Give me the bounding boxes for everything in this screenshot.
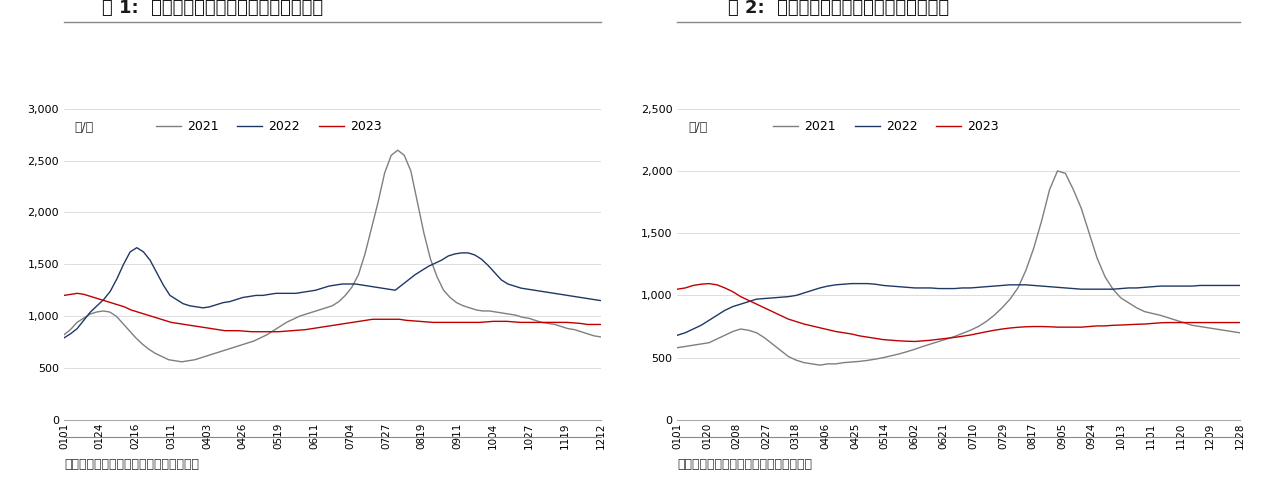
Legend: 2021, 2022, 2023: 2021, 2022, 2023 xyxy=(768,115,1005,138)
2022 xyxy=(1232,283,1247,288)
2021 xyxy=(749,330,764,336)
2021 xyxy=(455,303,470,309)
2021 xyxy=(390,147,405,153)
2023 xyxy=(702,281,717,287)
2022 xyxy=(215,300,230,306)
2022 xyxy=(994,283,1010,288)
2023 xyxy=(70,290,84,296)
Text: 元/吨: 元/吨 xyxy=(74,121,93,134)
Text: 资料来源：煤炭资源网、国海证券研究所: 资料来源：煤炭资源网、国海证券研究所 xyxy=(677,458,813,471)
2022 xyxy=(1058,285,1074,291)
2021 xyxy=(593,334,608,340)
2022 xyxy=(56,335,72,341)
2023 xyxy=(405,318,420,324)
2023 xyxy=(1002,325,1017,331)
2022 xyxy=(189,304,204,310)
2022 xyxy=(843,281,859,287)
2022 xyxy=(868,281,883,287)
Line: 2021: 2021 xyxy=(677,171,1240,365)
2023 xyxy=(1200,320,1215,326)
2021 xyxy=(868,356,883,362)
2023 xyxy=(868,335,883,341)
2021 xyxy=(1049,168,1065,174)
2022 xyxy=(749,296,764,302)
Text: 元/吨: 元/吨 xyxy=(689,121,708,134)
2021 xyxy=(488,309,504,315)
2021 xyxy=(1066,187,1081,193)
2023 xyxy=(506,319,521,325)
Line: 2022: 2022 xyxy=(64,247,601,338)
2023 xyxy=(1066,324,1081,330)
Line: 2021: 2021 xyxy=(64,150,601,362)
2022 xyxy=(1034,283,1049,289)
2023 xyxy=(757,305,772,311)
2023 xyxy=(593,322,608,328)
Text: 资料来源：煤炭市场网、国海证券研究所: 资料来源：煤炭市场网、国海证券研究所 xyxy=(64,458,199,471)
2021 xyxy=(89,309,105,315)
2023 xyxy=(1232,320,1247,326)
2023 xyxy=(552,320,567,326)
Text: 图 1:  本周秦皇岛港口动力煤价格环比上涨: 图 1: 本周秦皇岛港口动力煤价格环比上涨 xyxy=(102,0,323,17)
2021 xyxy=(670,345,685,351)
2023 xyxy=(465,320,481,326)
2021 xyxy=(813,362,828,368)
2021 xyxy=(134,341,150,347)
2022 xyxy=(804,288,819,293)
2021 xyxy=(383,153,399,159)
Line: 2022: 2022 xyxy=(677,284,1240,335)
Legend: 2021, 2022, 2023: 2021, 2022, 2023 xyxy=(151,115,387,138)
2023 xyxy=(907,338,923,344)
2022 xyxy=(481,262,496,268)
Line: 2023: 2023 xyxy=(677,284,1240,341)
2021 xyxy=(1232,330,1247,336)
2023 xyxy=(533,320,548,326)
2022 xyxy=(493,277,509,283)
2021 xyxy=(56,332,72,338)
2022 xyxy=(670,332,685,338)
Text: 图 2:  本周山西地区动力煤坑口价环比上涨: 图 2: 本周山西地区动力煤坑口价环比上涨 xyxy=(728,0,950,17)
2022 xyxy=(129,245,144,250)
2023 xyxy=(1042,324,1057,330)
2023 xyxy=(670,286,685,292)
2023 xyxy=(56,292,72,298)
2021 xyxy=(994,305,1010,311)
2021 xyxy=(174,359,189,365)
Line: 2023: 2023 xyxy=(64,293,601,332)
2022 xyxy=(208,302,224,308)
2023 xyxy=(366,316,381,322)
2022 xyxy=(593,297,608,303)
2021 xyxy=(1200,325,1215,331)
2023 xyxy=(244,329,259,335)
2021 xyxy=(167,358,183,364)
2021 xyxy=(1034,218,1049,224)
2022 xyxy=(314,285,330,291)
